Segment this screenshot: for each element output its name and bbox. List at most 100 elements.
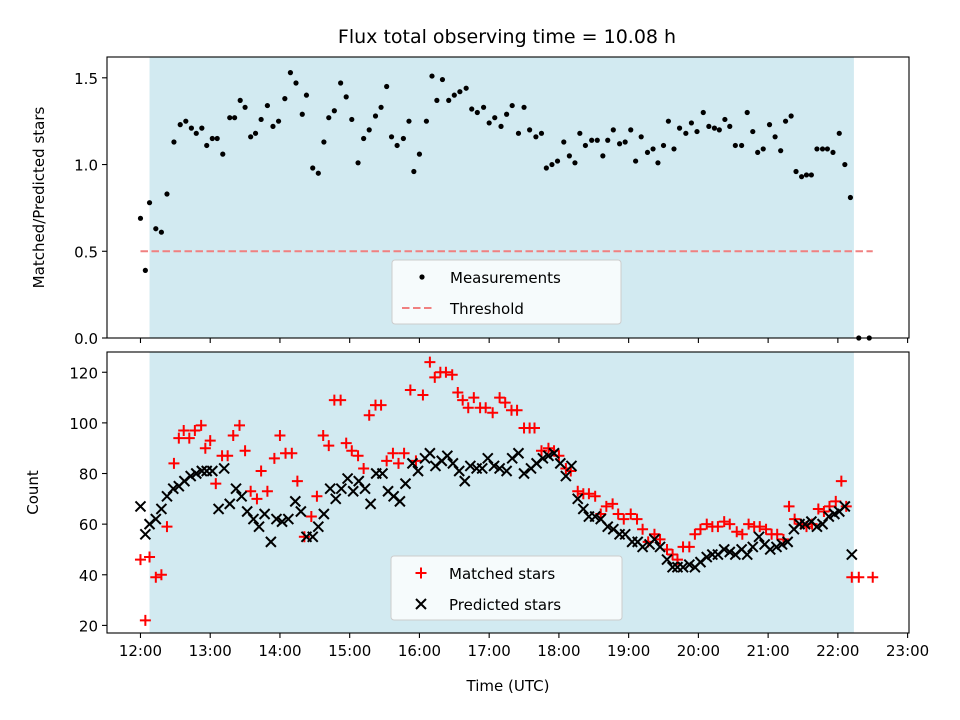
data-point-dot-90 xyxy=(644,149,651,156)
data-point-dot-96 xyxy=(676,125,683,131)
data-point-dot-112 xyxy=(766,122,773,128)
data-point-dot-101 xyxy=(706,123,712,129)
data-point-x-35 xyxy=(335,482,348,495)
data-point-x-101 xyxy=(724,546,736,558)
data-point-dot-28 xyxy=(293,80,299,86)
data-point-dot-34 xyxy=(326,115,332,121)
data-point-x-10 xyxy=(190,467,202,480)
data-point-dot-10 xyxy=(193,130,199,136)
data-point-plus-111 xyxy=(783,500,795,512)
x-tick-label: 17:00 xyxy=(468,642,511,660)
data-point-dot-87 xyxy=(628,127,634,133)
data-point-dot-0 xyxy=(137,215,144,221)
data-point-plus-9 xyxy=(183,432,195,444)
data-point-plus-33 xyxy=(323,440,335,452)
data-point-plus-95 xyxy=(689,528,701,540)
data-point-plus-81 xyxy=(607,498,619,510)
data-point-dot-55 xyxy=(446,97,452,103)
data-point-x-4 xyxy=(155,503,168,515)
data-point-plus-46 xyxy=(398,447,410,459)
data-point-dot-127 xyxy=(847,194,854,201)
data-point-x-57 xyxy=(464,460,477,472)
data-point-x-63 xyxy=(500,465,513,477)
data-point-plus-99 xyxy=(712,521,724,533)
data-point-dot-124 xyxy=(830,149,836,156)
data-point-plus-2 xyxy=(144,551,156,563)
data-point-plus-39 xyxy=(358,462,370,474)
data-point-dot-97 xyxy=(683,130,689,136)
data-point-dot-102 xyxy=(711,125,718,131)
data-point-x-111 xyxy=(781,536,794,548)
data-point-plus-40 xyxy=(363,409,375,421)
data-point-plus-28 xyxy=(291,475,303,487)
data-point-plus-61 xyxy=(487,407,499,419)
data-point-dot-71 xyxy=(538,130,545,136)
data-point-dot-40 xyxy=(361,135,367,142)
data-point-dot-51 xyxy=(423,118,430,124)
data-point-dot-58 xyxy=(463,85,469,91)
data-point-x-108 xyxy=(764,543,776,556)
data-point-dot-78 xyxy=(577,130,583,136)
data-point-x-13 xyxy=(206,465,219,477)
data-point-x-47 xyxy=(406,457,419,470)
data-point-x-32 xyxy=(318,508,330,520)
data-point-x-121 xyxy=(839,500,851,513)
data-point-x-25 xyxy=(276,515,288,528)
data-point-dot-41 xyxy=(366,127,372,133)
legend-label: Measurements xyxy=(450,269,561,287)
data-point-x-46 xyxy=(399,477,412,490)
data-point-plus-101 xyxy=(724,518,736,530)
data-point-x-26 xyxy=(282,513,295,525)
data-point-plus-89 xyxy=(654,533,666,545)
data-point-dot-110 xyxy=(755,149,761,156)
data-point-plus-120 xyxy=(835,475,847,487)
y-tick-label: 0.0 xyxy=(74,330,98,348)
data-point-plus-119 xyxy=(830,495,842,507)
data-point-dot-82 xyxy=(600,153,606,159)
data-point-dot-65 xyxy=(504,111,510,117)
data-point-plus-77 xyxy=(583,488,595,500)
data-point-plus-75 xyxy=(572,485,584,497)
y-tick-label: 40 xyxy=(79,567,98,585)
data-point-plus-50 xyxy=(424,356,436,368)
data-point-dot-9 xyxy=(188,125,194,131)
data-point-dot-25 xyxy=(275,118,282,124)
data-point-plus-78 xyxy=(589,490,601,502)
data-point-dot-104 xyxy=(722,116,728,123)
legend-x-swatch xyxy=(415,598,427,610)
data-point-plus-63 xyxy=(499,397,511,409)
y-tick-label: 120 xyxy=(69,364,98,382)
data-point-dot-18 xyxy=(237,97,243,103)
data-point-plus-57 xyxy=(462,402,474,414)
data-point-x-30 xyxy=(307,531,319,543)
data-layer xyxy=(134,356,879,626)
data-point-x-21 xyxy=(253,520,265,533)
data-point-dot-73 xyxy=(549,161,555,168)
data-point-x-36 xyxy=(341,472,354,485)
data-point-plus-102 xyxy=(731,526,743,538)
data-point-x-109 xyxy=(770,541,783,553)
data-point-x-55 xyxy=(453,465,465,477)
data-point-dot-103 xyxy=(716,127,722,133)
data-point-dot-62 xyxy=(486,120,492,126)
data-point-dot-20 xyxy=(248,134,254,140)
data-point-x-48 xyxy=(412,465,424,477)
data-point-dot-33 xyxy=(321,139,327,145)
data-point-dot-13 xyxy=(209,135,215,142)
data-point-plus-3 xyxy=(150,571,162,583)
data-point-plus-51 xyxy=(429,371,441,383)
data-point-dot-11 xyxy=(199,125,205,131)
data-point-plus-25 xyxy=(274,430,286,442)
data-point-x-73 xyxy=(560,470,572,482)
data-point-plus-22 xyxy=(255,465,267,477)
data-point-x-17 xyxy=(230,482,242,495)
data-point-plus-45 xyxy=(393,457,405,469)
data-point-x-91 xyxy=(666,561,679,573)
data-point-dot-109 xyxy=(750,128,756,135)
data-point-x-122 xyxy=(846,548,858,561)
data-point-x-105 xyxy=(747,541,759,553)
y-tick-label: 1.5 xyxy=(74,70,98,88)
data-point-dot-119 xyxy=(803,172,810,178)
data-point-x-71 xyxy=(548,447,560,459)
data-point-dot-89 xyxy=(638,134,644,140)
